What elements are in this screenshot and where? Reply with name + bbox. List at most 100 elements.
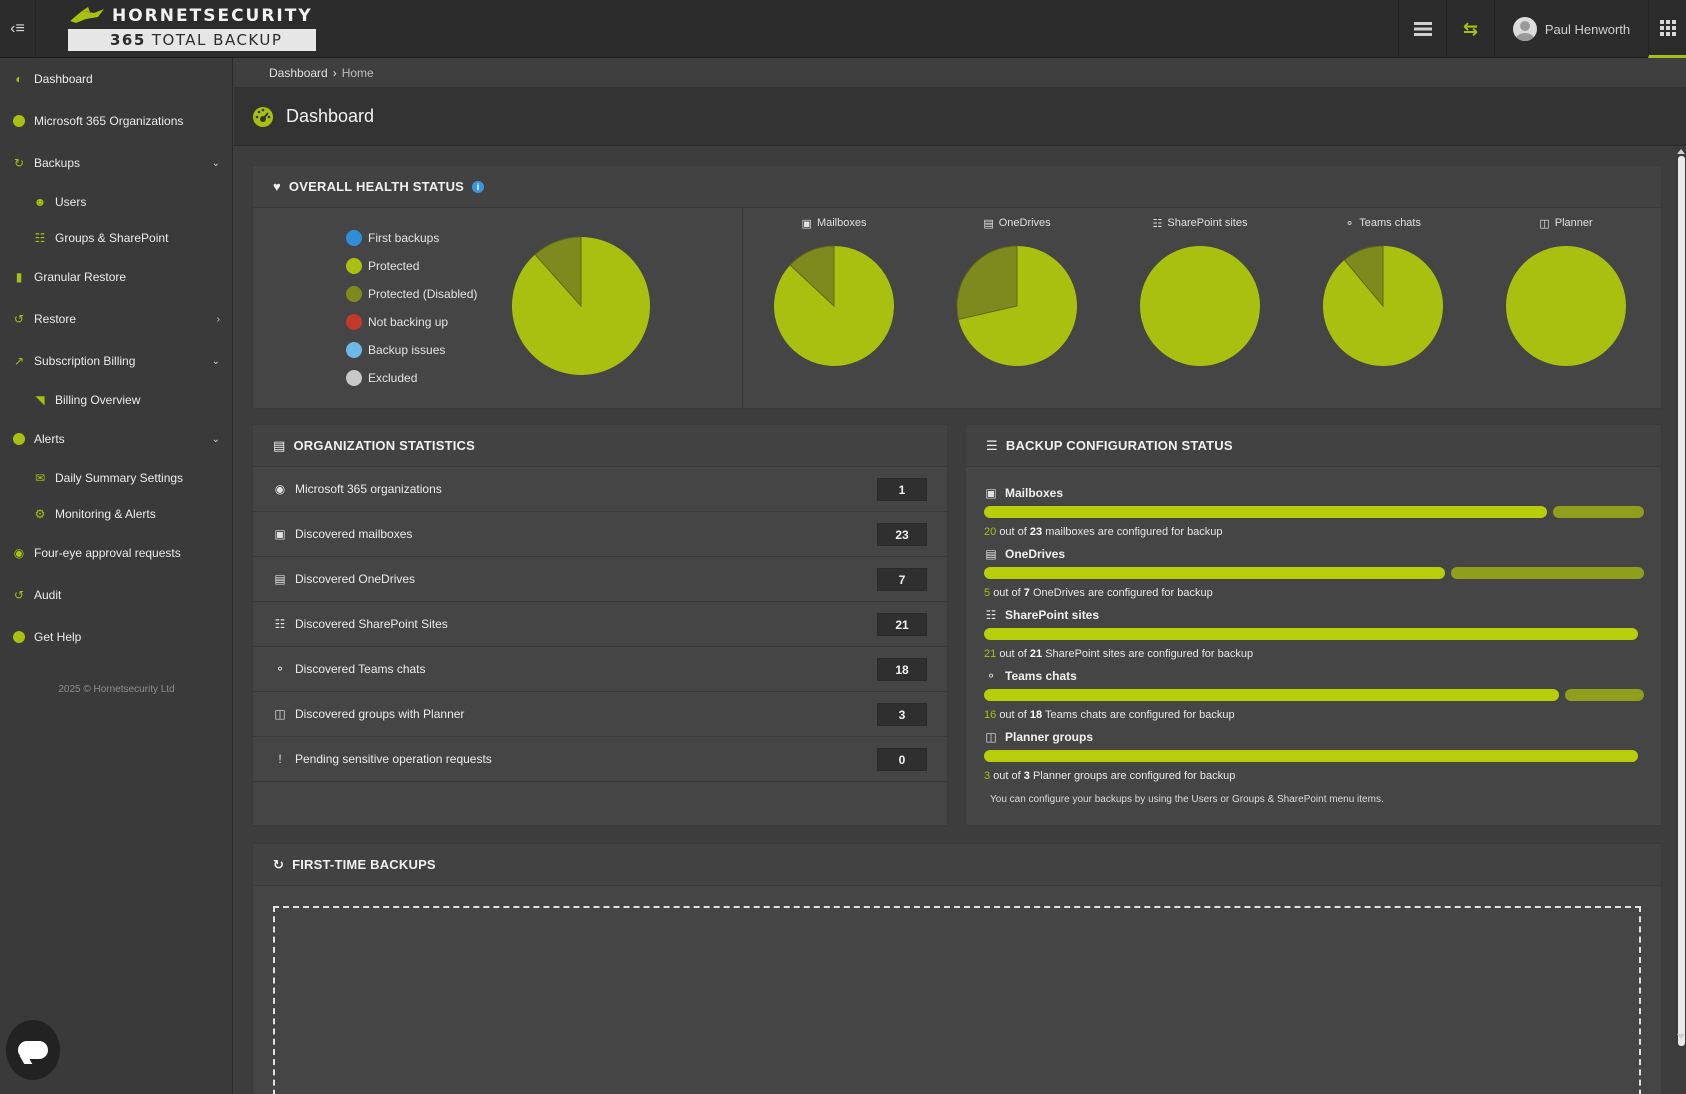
columns-icon: ◫ [985,730,997,744]
stat-count: 1 [877,478,927,501]
total-count: 23 [1029,526,1043,538]
sidebar-item-monitoring-alerts[interactable]: ⚙ Monitoring & Alerts [0,496,233,532]
panel-title: ORGANIZATION STATISTICS [293,438,476,453]
sidebar-item-granular-restore[interactable]: ▮ Granular Restore [0,259,233,295]
product-name-text: TOTAL BACKUP [151,31,283,49]
legend-label: Not backing up [368,315,449,329]
comments-icon: ⚬ [274,662,286,676]
brand-logo[interactable]: HORNETSECURITY 365 TOTAL BACKUP [68,6,318,51]
legend-item[interactable]: First backups [346,224,477,252]
scrollbar-thumb[interactable] [1678,156,1685,1046]
stat-row: ! Pending sensitive operation requests 0 [253,737,947,782]
health-summary: First backups Protected Protected (Disable… [253,208,743,408]
scroll-up-arrow[interactable] [1677,149,1685,154]
health-mini-chart: ⚬ Teams chats [1292,208,1474,367]
legend-item[interactable]: Protected (Disabled) [346,280,477,308]
apps-button[interactable] [1648,0,1686,58]
eye-icon: ◉ [13,546,25,560]
sidebar-item-label: Audit [34,588,62,602]
switch-button[interactable]: ⇆ [1446,0,1494,58]
sidebar-item-groups-sharepoint[interactable]: ☷ Groups & SharePoint [0,220,233,256]
health-mini-pie [1140,246,1260,366]
description-text: Teams chats are configured for backup [1045,709,1235,721]
page-header: Dashboard [234,88,1686,146]
sidebar-item-backups[interactable]: ↻ Backups ⌄ [0,145,233,181]
sidebar-item-billing-overview[interactable]: ◥ Billing Overview [0,382,233,418]
globe-icon [12,114,26,128]
mini-chart-label: Teams chats [1359,217,1421,229]
sidebar-item-audit[interactable]: ↺ Audit [0,577,233,613]
envelope-icon: ✉ [34,471,46,485]
out-of-text: out of [999,709,1027,721]
inbox-icon: ▣ [801,217,812,230]
sidebar-toggle-icon[interactable]: ‹≡ [0,0,36,58]
backup-config-description: 5 out of 7 OneDrives are configured for … [984,587,1643,599]
top-bar: ‹≡ HORNETSECURITY 365 TOTAL BACKUP ⇆ Pau… [0,0,1686,58]
loading-spinner-icon [955,1084,1003,1094]
backup-progress-bar [984,506,1644,518]
progress-configured [984,628,1638,640]
chevron-down-icon: ⌄ [211,433,220,445]
legend-item[interactable]: Excluded [346,364,477,392]
backup-progress-bar [984,628,1643,640]
progress-unconfigured [1565,689,1644,701]
area-chart-icon: ◥ [35,393,45,407]
dashboard-gauge-icon: ◐ [15,72,23,86]
apps-grid-icon [1659,19,1676,36]
progress-unconfigured [1553,506,1644,518]
stat-count: 0 [877,748,927,771]
backup-config-description: 20 out of 23 mailboxes are configured fo… [984,526,1643,538]
info-icon[interactable]: i [472,180,485,193]
pie-slice-protected-disabled [1343,245,1384,308]
backup-config-description: 21 out of 21 SharePoint sites are config… [984,648,1643,660]
sidebar-item-label: Backups [34,156,81,170]
list-view-button[interactable] [1398,0,1446,58]
legend-item[interactable]: Protected [346,252,477,280]
sidebar-item-get-help[interactable]: Get Help [0,619,233,655]
total-count: 18 [1029,709,1043,721]
sidebar-item-label: Groups & SharePoint [55,231,169,245]
backup-config-label: Mailboxes [1005,486,1064,500]
health-mini-pie [956,245,1077,366]
sidebar-item-four-eye-approval[interactable]: ◉ Four-eye approval requests [0,535,233,571]
sidebar-item-daily-summary-settings[interactable]: ✉ Daily Summary Settings [0,460,233,496]
configured-count: 5 [984,587,991,599]
overall-health-pie [512,236,650,375]
breadcrumb: Dashboard › Home [234,58,1686,88]
backup-config-note: You can configure your backups by using … [990,794,1384,805]
user-menu[interactable]: Paul Henworth [1494,0,1648,58]
health-mini-chart: ◫ Planner [1475,208,1657,367]
chevron-right-icon: › [216,313,220,325]
progress-configured [984,506,1547,518]
stat-count: 18 [877,658,927,681]
legend-item[interactable]: Backup issues [346,336,477,364]
scroll-down-arrow[interactable] [1677,1034,1685,1039]
sidebar-item-dashboard[interactable]: ◐ Dashboard [0,61,233,97]
mini-chart-label: Mailboxes [816,217,867,229]
sidebar-item-alerts[interactable]: Alerts ⌄ [0,421,233,457]
out-of-text: out of [999,526,1027,538]
sidebar: ◐ Dashboard Microsoft 365 Organizations … [0,58,233,1094]
sidebar-item-label: Four-eye approval requests [34,546,181,560]
sidebar-item-label: Billing Overview [55,393,141,407]
stat-row: ◫ Discovered groups with Planner 3 [253,692,947,737]
sidebar-item-restore[interactable]: ↺ Restore › [0,301,233,337]
sitemap-icon: ☷ [985,608,997,622]
stat-count: 3 [877,703,927,726]
chat-widget-button[interactable] [6,1020,60,1080]
stat-label: Discovered SharePoint Sites [295,617,448,631]
sidebar-item-users[interactable]: ☻ Users [0,184,233,220]
legend-color-swatch [346,314,362,330]
product-name-number: 365 [110,31,146,49]
exclamation-icon: ! [278,752,282,766]
health-mini-chart: ☷ SharePoint sites [1109,208,1291,367]
legend-item[interactable]: Not backing up [346,308,477,336]
legend-label: Protected (Disabled) [368,287,478,301]
sidebar-item-organizations[interactable]: Microsoft 365 Organizations [0,103,233,139]
legend-label: Excluded [368,371,418,385]
stat-row: ▤ Discovered OneDrives 7 [253,557,947,602]
sidebar-item-subscription-billing[interactable]: ↗ Subscription Billing ⌄ [0,343,233,379]
breadcrumb-root[interactable]: Dashboard [269,65,328,80]
mini-chart-label: SharePoint sites [1167,217,1248,229]
chevron-down-icon: ⌄ [211,355,220,367]
